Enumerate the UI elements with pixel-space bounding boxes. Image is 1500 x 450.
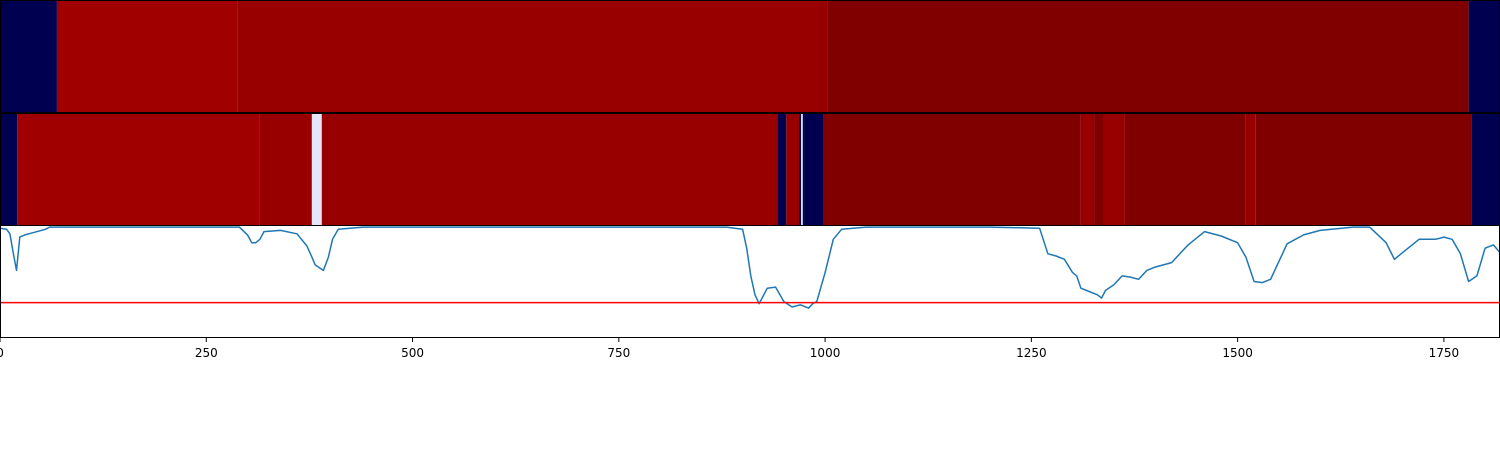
heatmap-middle-panel [0, 113, 1500, 226]
heatmap-cell [802, 114, 805, 225]
heatmap-cell [827, 1, 1469, 112]
heatmap-cell [1471, 114, 1500, 225]
series-line [0, 226, 1500, 309]
heatmap-cell [1103, 114, 1125, 225]
heatmap-cell [237, 1, 828, 112]
x-tick-label: 1250 [1016, 346, 1047, 360]
heatmap-cell [1080, 114, 1095, 225]
heatmap-cell [786, 114, 800, 225]
heatmap-cell [17, 114, 260, 225]
heatmap-top-panel [0, 0, 1500, 113]
x-tick-label: 1000 [810, 346, 841, 360]
heatmap-cell [804, 114, 824, 225]
x-tick-label: 750 [607, 346, 630, 360]
x-tick-label: 500 [401, 346, 424, 360]
heatmap-cell [1468, 1, 1500, 112]
line-plot-panel [0, 225, 1500, 338]
heatmap-cell [0, 1, 57, 112]
x-tick-label: 1500 [1222, 346, 1253, 360]
heatmap-cell [801, 114, 803, 225]
heatmap-cell [1094, 114, 1104, 225]
heatmap-cell [259, 114, 312, 225]
x-tick-label: 1750 [1429, 346, 1460, 360]
heatmap-cell [311, 114, 322, 225]
heatmap-cell [1245, 114, 1256, 225]
panel-frame [0, 225, 1500, 338]
x-axis: 0 250 500 750 1000 1250 1500 1750 [0, 337, 1459, 360]
heatmap-cell [0, 114, 18, 225]
heatmap-cell [1124, 114, 1246, 225]
heatmap-cell [777, 114, 787, 225]
heatmap-cell [799, 114, 802, 225]
heatmap-cell [823, 114, 1081, 225]
heatmap-cell [1255, 114, 1472, 225]
heatmap-cell [56, 1, 238, 112]
x-tick-label: 0 [0, 346, 4, 360]
x-tick-label: 250 [195, 346, 218, 360]
heatmap-cell [321, 114, 778, 225]
